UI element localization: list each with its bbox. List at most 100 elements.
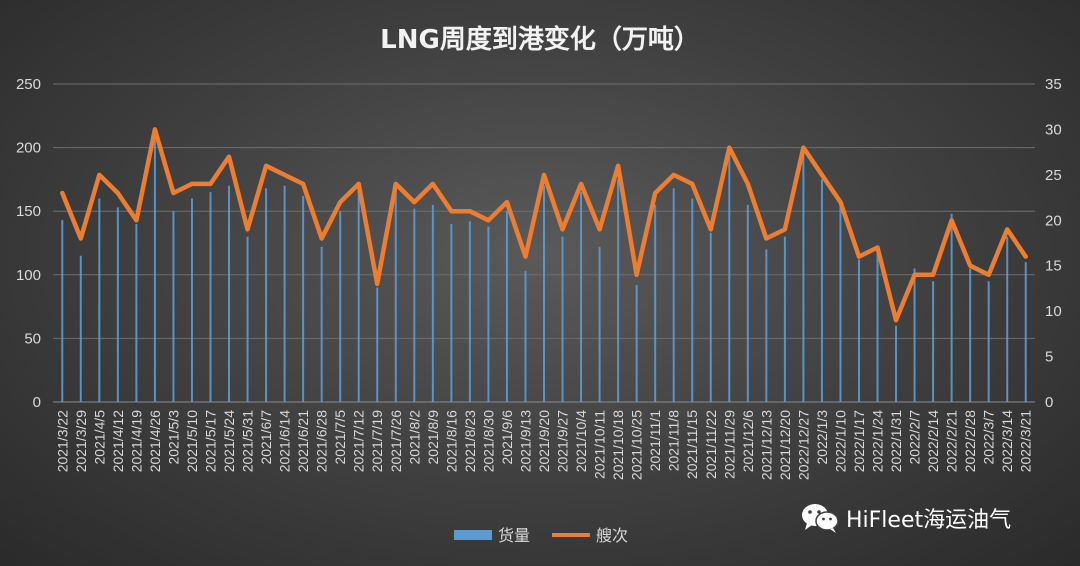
x-axis: 2021/3/22 2021/3/29 2021/4/5 2021/4/12 2021/… xyxy=(54,410,1033,480)
y-right-tick-label: 0 xyxy=(1045,394,1053,411)
x-tick-label: 2021/9/13 xyxy=(517,410,533,472)
bar xyxy=(709,232,712,402)
x-tick-label: 2021/9/27 xyxy=(555,410,571,472)
bar xyxy=(598,246,601,402)
chart-title: LNG周度到港变化（万吨） xyxy=(380,24,700,55)
series-line xyxy=(60,127,1028,323)
x-tick-label: 2022/2/28 xyxy=(962,410,978,472)
legend-label-line: 艘次 xyxy=(596,526,628,545)
bar xyxy=(505,211,508,402)
x-tick-label: 2021/12/13 xyxy=(758,410,774,480)
bar xyxy=(672,188,675,402)
bar xyxy=(746,204,749,402)
x-tick-label: 2021/8/2 xyxy=(406,410,422,465)
line-series-souci xyxy=(60,127,1028,323)
bar xyxy=(617,179,620,402)
wechat-icon xyxy=(802,504,839,533)
bar xyxy=(376,287,379,402)
x-tick-label: 2021/4/5 xyxy=(91,410,107,465)
x-tick-label: 2021/5/10 xyxy=(184,410,200,472)
bar xyxy=(1006,236,1009,402)
bar xyxy=(543,185,545,402)
y-left-tick-label: 50 xyxy=(24,330,41,347)
x-tick-label: 2021/9/6 xyxy=(499,410,515,465)
bar xyxy=(209,192,212,402)
bar xyxy=(302,195,305,402)
x-tick-label: 2022/3/7 xyxy=(981,410,997,465)
legend: 货量 艘次 xyxy=(454,526,628,545)
bar xyxy=(635,284,638,402)
bar xyxy=(728,153,731,402)
legend-label-bar: 货量 xyxy=(498,526,530,545)
x-tick-label: 2021/5/24 xyxy=(221,410,237,472)
bar xyxy=(283,185,286,402)
x-tick-label: 2021/8/9 xyxy=(425,410,441,465)
watermark-text: HiFleet海运油气 xyxy=(846,508,1012,533)
x-tick-label: 2022/3/14 xyxy=(999,410,1015,472)
x-tick-label: 2021/8/23 xyxy=(462,410,478,472)
x-tick-label: 2021/11/1 xyxy=(647,410,663,471)
bar xyxy=(450,223,453,402)
x-tick-label: 2021/7/5 xyxy=(332,410,348,465)
x-tick-label: 2021/8/16 xyxy=(443,410,459,472)
bar xyxy=(580,192,583,402)
x-tick-label: 2021/11/15 xyxy=(684,410,700,479)
bar xyxy=(857,259,860,402)
bar xyxy=(839,204,842,402)
bar xyxy=(61,220,64,402)
y-left-tick-label: 100 xyxy=(16,267,41,284)
legend-swatch-bar xyxy=(454,530,492,540)
x-tick-label: 2022/2/7 xyxy=(907,410,923,465)
x-tick-label: 2021/6/7 xyxy=(258,410,274,465)
y-left-tick-label: 0 xyxy=(33,394,41,411)
bar xyxy=(654,204,657,402)
bar xyxy=(783,236,786,402)
x-tick-label: 2021/10/4 xyxy=(573,410,589,472)
x-tick-label: 2021/6/14 xyxy=(277,410,293,472)
x-tick-label: 2022/2/21 xyxy=(944,410,960,472)
x-tick-label: 2022/3/21 xyxy=(1018,410,1034,472)
x-tick-label: 2021/6/28 xyxy=(314,410,330,472)
bar xyxy=(265,188,268,402)
bar xyxy=(228,185,231,402)
bar xyxy=(431,204,434,402)
y-right-tick-label: 15 xyxy=(1045,258,1062,275)
bar xyxy=(1024,262,1027,402)
bar xyxy=(876,249,879,402)
y-right-tick-label: 30 xyxy=(1045,121,1062,138)
y-right-tick-label: 5 xyxy=(1045,349,1053,366)
bar xyxy=(172,211,175,402)
bar xyxy=(98,198,101,402)
x-tick-label: 2021/6/21 xyxy=(295,410,311,472)
x-tick-label: 2021/4/26 xyxy=(147,410,163,472)
y-left-tick-label: 200 xyxy=(16,140,41,157)
bar xyxy=(320,246,323,402)
y-axis-left: 0 50 100 150 200 250 xyxy=(16,76,41,411)
y-right-tick-label: 20 xyxy=(1045,212,1062,229)
x-tick-label: 2021/9/20 xyxy=(536,410,552,472)
bar xyxy=(913,268,916,402)
bar xyxy=(969,268,972,402)
x-tick-label: 2021/12/20 xyxy=(777,410,793,480)
x-tick-label: 2021/11/29 xyxy=(721,410,737,479)
x-tick-label: 2021/3/29 xyxy=(73,410,89,472)
bar xyxy=(932,281,935,402)
y-right-tick-label: 25 xyxy=(1045,167,1062,184)
bar xyxy=(820,179,823,402)
bar-series-huoliang xyxy=(61,128,1027,402)
x-tick-label: 2022/1/3 xyxy=(814,410,830,465)
y-left-tick-label: 150 xyxy=(16,203,41,220)
bar xyxy=(895,325,898,402)
x-tick-label: 2021/7/12 xyxy=(351,410,367,472)
x-tick-label: 2021/5/17 xyxy=(202,410,218,472)
bar xyxy=(468,221,471,402)
x-tick-label: 2021/7/19 xyxy=(369,410,385,472)
bar xyxy=(357,188,360,402)
x-tick-label: 2021/10/25 xyxy=(629,410,645,480)
y-right-tick-label: 10 xyxy=(1045,303,1062,320)
x-tick-label: 2022/2/14 xyxy=(925,410,941,472)
bar xyxy=(950,213,953,402)
bar xyxy=(987,281,990,402)
x-tick-label: 2021/4/19 xyxy=(128,410,144,472)
x-tick-label: 2021/10/11 xyxy=(592,410,608,479)
